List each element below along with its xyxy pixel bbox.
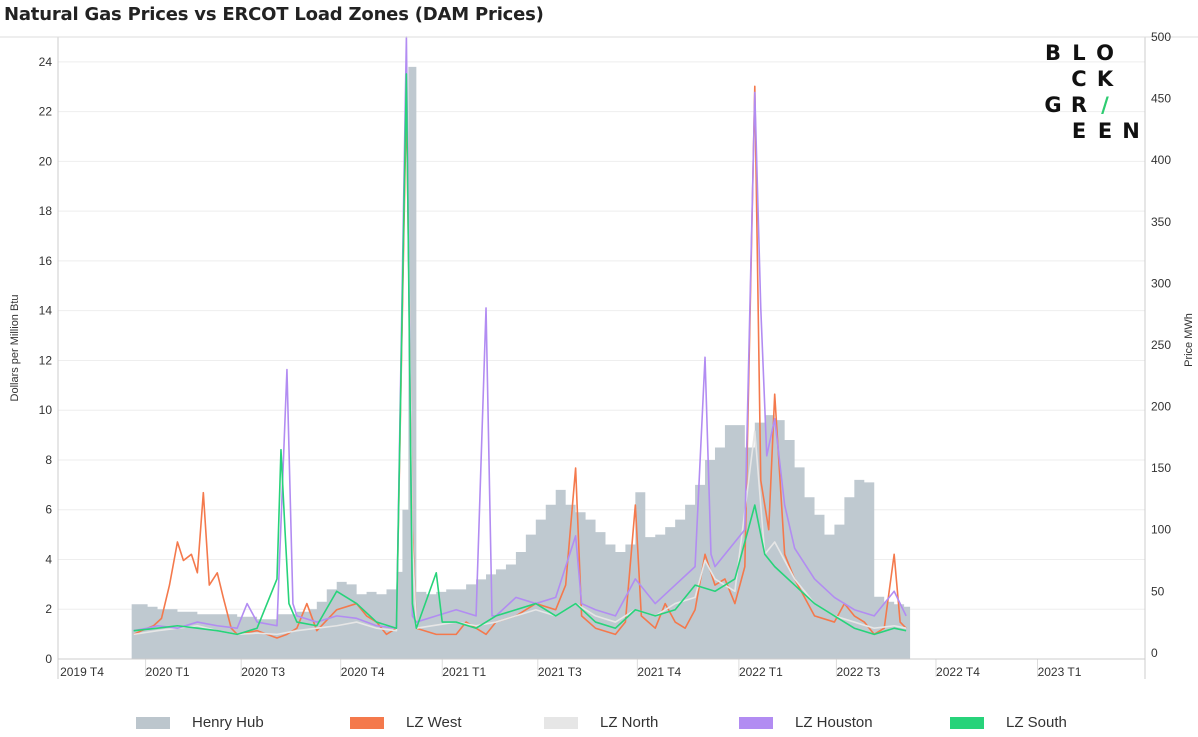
y2-tick-label: 300 [1151, 276, 1171, 290]
legend-label: LZ Houston [795, 714, 873, 731]
legend-swatch [136, 716, 170, 729]
logo-letter: C [1071, 67, 1087, 91]
logo-letter [1040, 66, 1066, 92]
logo-letter: R [1070, 93, 1088, 117]
logo-letter: B [1044, 41, 1061, 65]
y2-tick-label: 200 [1151, 400, 1171, 414]
legend-swatch [350, 716, 384, 729]
y-axis-right: 0 50 100 150 200 250 300 350 400 450 500 [1151, 30, 1171, 660]
grid-lines [57, 61, 1145, 677]
y-axis-label: Dollars per Million Btu [9, 295, 21, 402]
x-tick-label: 2021 T4 [637, 665, 681, 679]
lz-west-line [133, 85, 907, 639]
x-tick-label: 2022 T4 [936, 665, 980, 679]
y2-tick-label: 450 [1151, 92, 1171, 106]
henry-hub-area [131, 66, 911, 659]
y2-tick-label: 350 [1151, 215, 1171, 229]
legend-label: LZ West [406, 714, 462, 731]
lz-north-line [133, 60, 907, 636]
legend-item: LZ South [950, 714, 1067, 731]
logo-letter [1040, 118, 1066, 144]
logo-letter [1118, 92, 1144, 118]
y-tick-label: 12 [39, 353, 53, 367]
y-tick-label: 16 [39, 254, 53, 268]
legend-item: LZ North [544, 714, 658, 731]
logo-letter: N [1122, 119, 1140, 143]
y-tick-label: 8 [45, 453, 52, 467]
x-tick-label: 2020 T1 [146, 665, 190, 679]
y-tick-label: 24 [39, 55, 53, 69]
y-tick-label: 0 [45, 652, 52, 666]
legend-label: LZ South [1006, 714, 1067, 731]
legend-label: Henry Hub [192, 714, 264, 731]
y-tick-label: 22 [39, 105, 53, 119]
series-area [131, 66, 911, 659]
logo-letter: K [1096, 67, 1114, 91]
y2-tick-label: 500 [1151, 30, 1171, 44]
blockgreen-logo: B L O C K G R / E E N [1040, 40, 1144, 144]
x-tick-label: 2022 T3 [837, 665, 881, 679]
y-tick-label: 10 [39, 403, 53, 417]
y2-tick-label: 250 [1151, 338, 1171, 352]
legend-item: Henry Hub [136, 714, 264, 731]
logo-letter: G [1044, 93, 1062, 117]
lz-houston-line [133, 36, 907, 632]
y2-axis-label: Price MWh [1183, 313, 1195, 367]
legend-swatch [544, 716, 578, 729]
x-tick-label: 2023 T1 [1038, 665, 1082, 679]
x-tick-label: 2019 T4 [60, 665, 104, 679]
legend: Henry Hub LZ West LZ North LZ Houston LZ Sou… [0, 714, 1198, 736]
y-tick-label: 14 [39, 304, 53, 318]
legend-item: LZ West [350, 714, 462, 731]
y2-tick-label: 0 [1151, 646, 1158, 660]
logo-letter: O [1096, 41, 1114, 65]
legend-swatch [950, 716, 984, 729]
chart-title: Natural Gas Prices vs ERCOT Load Zones (… [4, 4, 544, 25]
logo-letter: L [1072, 41, 1086, 65]
y-tick-label: 20 [39, 154, 53, 168]
x-tick-label: 2021 T1 [442, 665, 486, 679]
y-tick-label: 18 [39, 204, 53, 218]
x-tick-label: 2020 T3 [241, 665, 285, 679]
y-tick-label: 4 [45, 552, 52, 566]
legend-label: LZ North [600, 714, 659, 731]
y2-tick-label: 400 [1151, 153, 1171, 167]
x-axis: 2019 T4 2020 T1 2020 T3 2020 T4 2021 T1 2021 … [60, 665, 1082, 679]
y-tick-label: 6 [45, 503, 52, 517]
legend-item: LZ Houston [739, 714, 873, 731]
x-tick-label: 2020 T4 [341, 665, 385, 679]
y-tick-label: 2 [45, 602, 52, 616]
logo-row: G R / [1040, 92, 1144, 118]
x-tick-label: 2022 T1 [739, 665, 783, 679]
logo-letter: / [1101, 93, 1109, 117]
y2-tick-label: 150 [1151, 461, 1171, 475]
logo-letter [1118, 40, 1144, 66]
y2-tick-label: 50 [1151, 584, 1165, 598]
logo-letter [1118, 66, 1144, 92]
lz-south-line [133, 73, 907, 636]
series-lines [133, 36, 907, 639]
logo-letter: E [1071, 119, 1087, 143]
logo-letter: E [1097, 119, 1113, 143]
x-tick-label: 2021 T3 [538, 665, 582, 679]
legend-swatch [739, 716, 773, 729]
axes [0, 36, 1198, 679]
y2-tick-label: 100 [1151, 523, 1171, 537]
